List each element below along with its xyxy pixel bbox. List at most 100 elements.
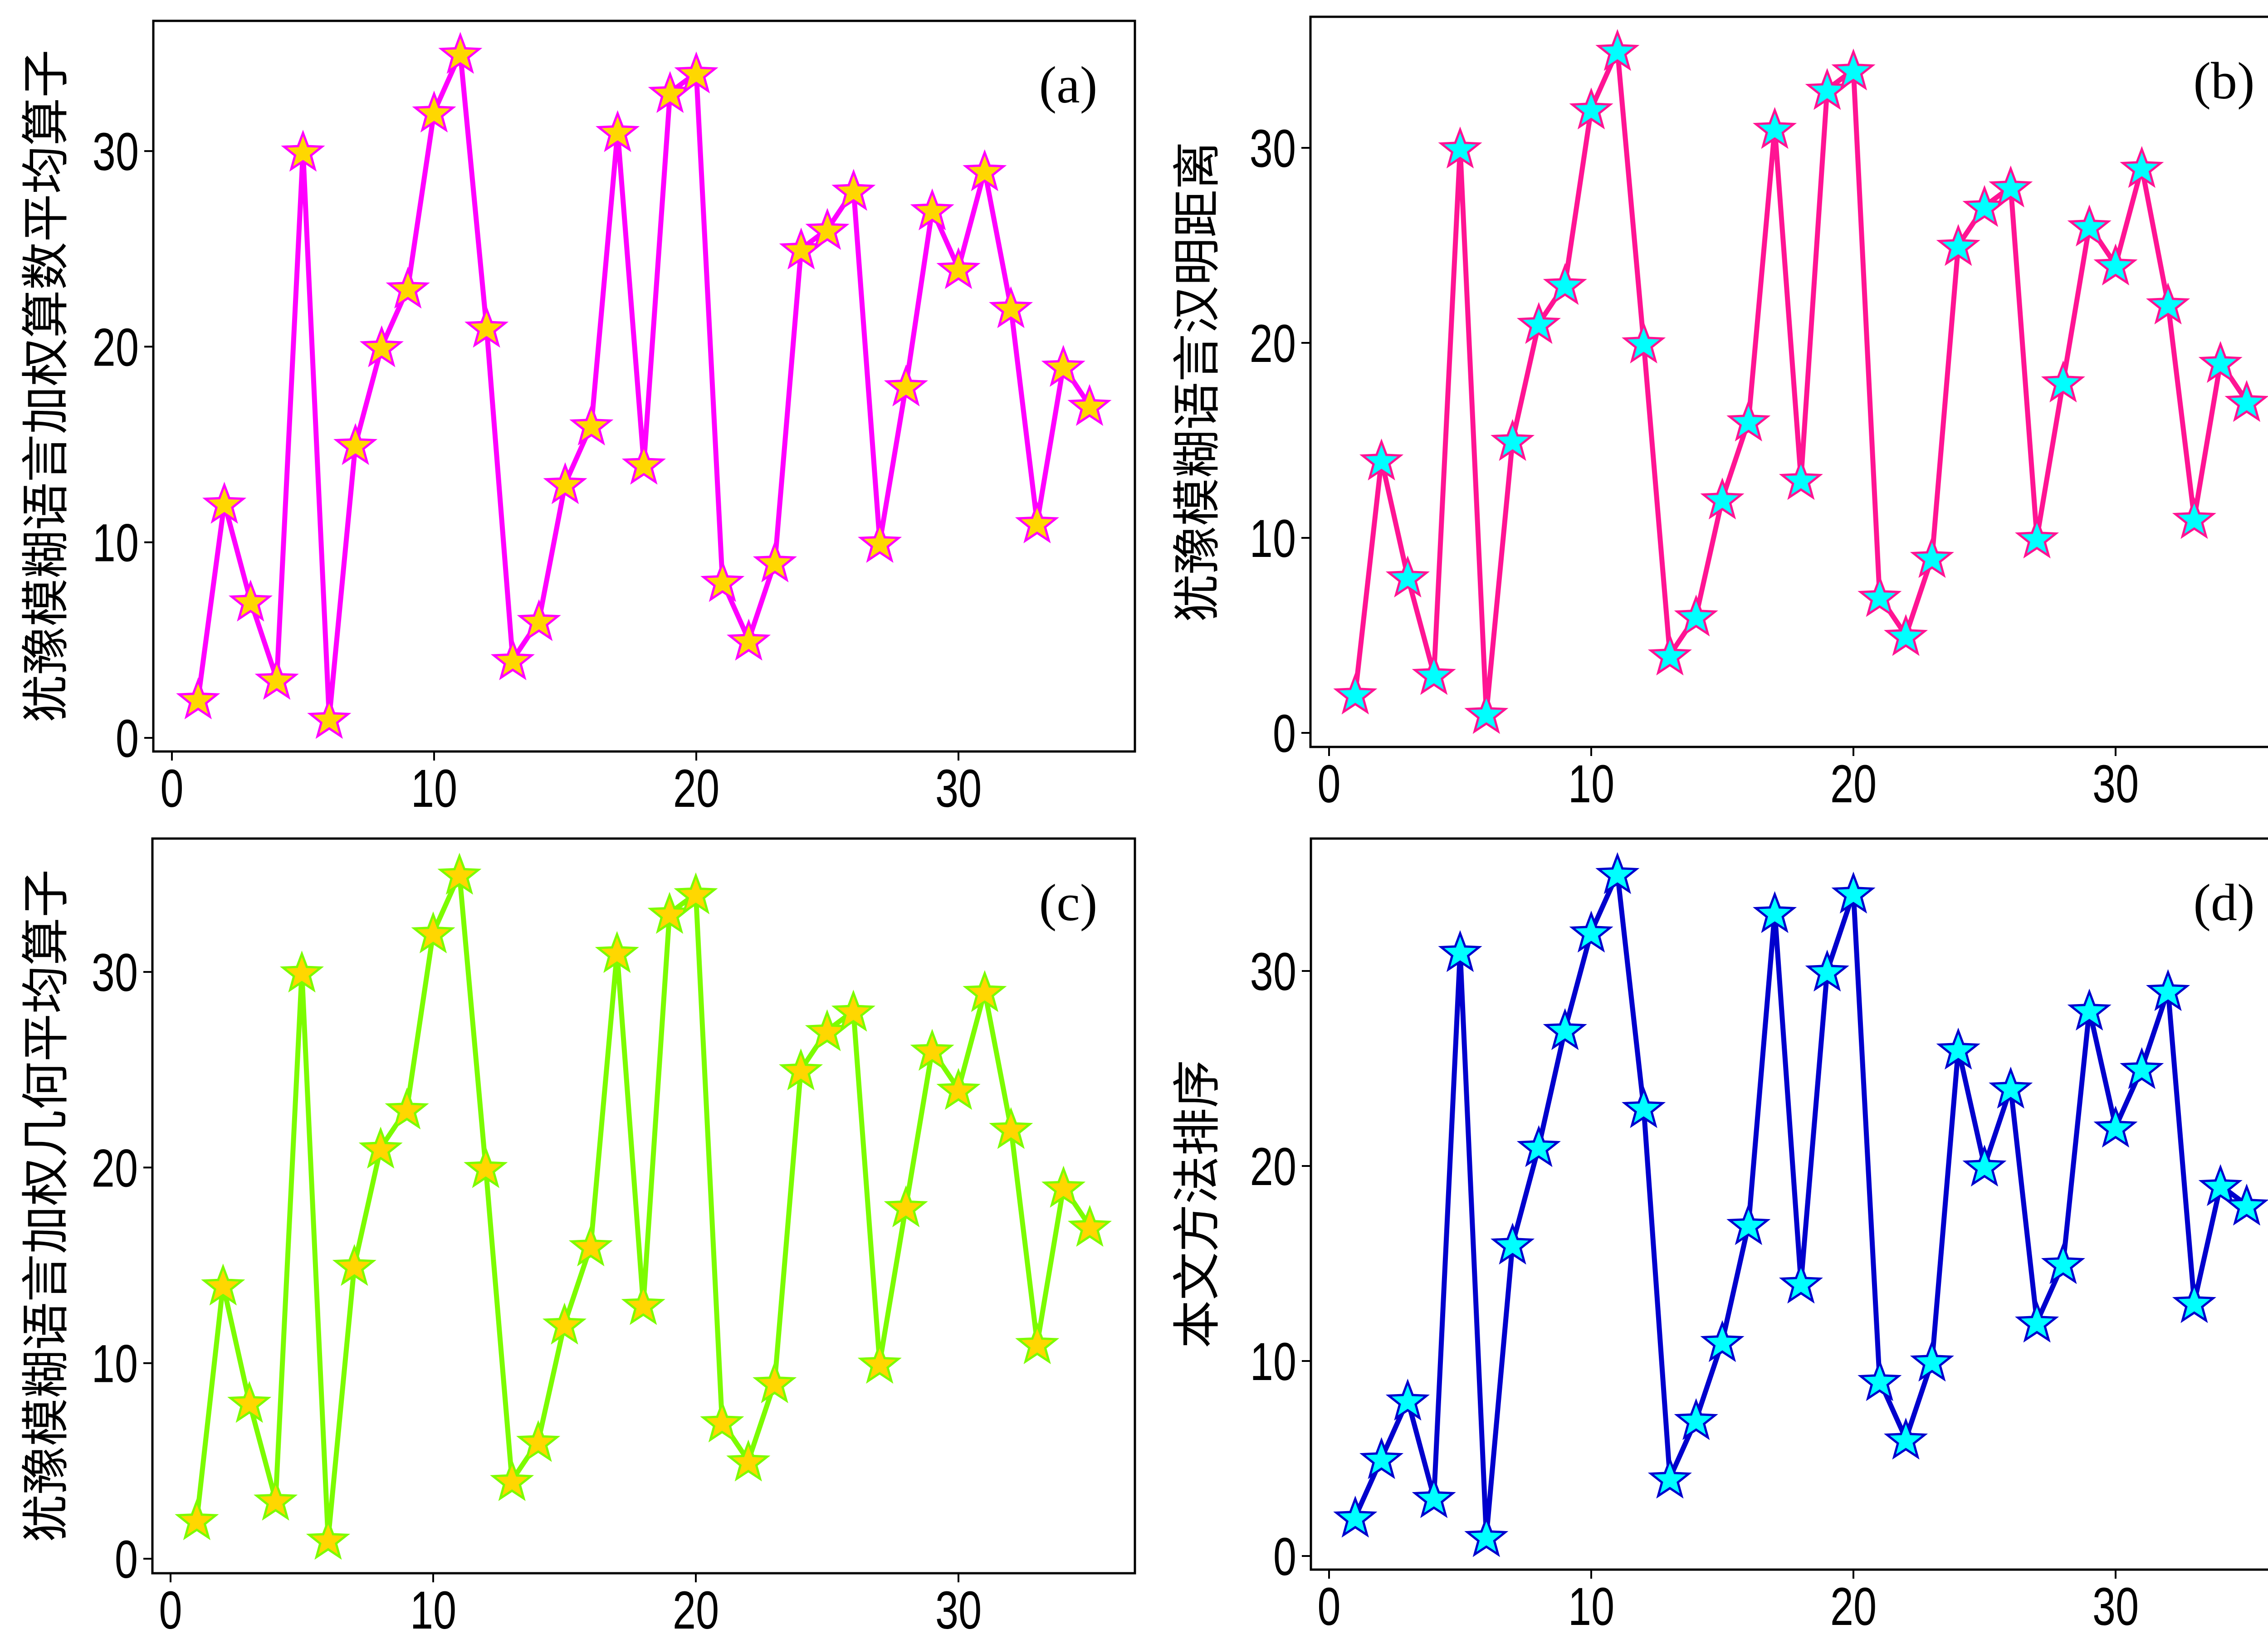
star-marker <box>936 1068 981 1110</box>
y-axis-title-c: 犹豫模糊语言加权几何平均算子 <box>18 869 74 1542</box>
star-marker <box>175 1498 219 1541</box>
star-marker <box>254 1478 298 1521</box>
x-tick-label: 30 <box>935 759 982 819</box>
star-marker <box>1359 438 1404 481</box>
y-axis-title-b: 犹豫模糊语言汉明距离 <box>1169 141 1225 622</box>
panel-tag-c: (c) <box>1039 874 1098 932</box>
star-marker <box>1962 1144 2007 1187</box>
panel-tag-a: (a) <box>1039 56 1098 114</box>
star-marker <box>306 1517 350 1560</box>
star-marker <box>333 423 378 465</box>
star-marker <box>543 462 587 504</box>
star-marker <box>437 853 482 895</box>
y-tick-label: 10 <box>92 1334 138 1394</box>
star-marker <box>2146 969 2190 1011</box>
star-marker <box>910 1029 954 1071</box>
star-marker <box>358 1127 403 1169</box>
star-marker <box>621 1283 665 1325</box>
y-tick-label: 20 <box>1250 1137 1296 1197</box>
star-marker <box>2093 1105 2138 1148</box>
y-tick-label: 20 <box>92 1138 138 1198</box>
x-tick-label: 10 <box>1568 1577 1614 1637</box>
panel-tag-d: (d) <box>2193 874 2254 932</box>
star-marker <box>2093 243 2138 286</box>
star-marker <box>1936 1027 1980 1070</box>
star-marker <box>1015 501 1059 543</box>
y-axis-b: 0 10 20 30 <box>1250 119 1310 764</box>
star-marker <box>1674 594 1718 637</box>
star-marker <box>1857 1359 1902 1401</box>
star-marker <box>1359 1437 1404 1479</box>
y-axis-title-d: 本文方法排序 <box>1169 1060 1225 1348</box>
y-tick-label: 0 <box>116 709 139 769</box>
star-marker <box>1700 1320 1745 1362</box>
x-tick-label: 10 <box>410 1580 456 1639</box>
star-marker <box>1543 263 1587 305</box>
star-marker <box>831 990 875 1032</box>
star-marker <box>963 970 1007 1012</box>
star-marker <box>596 110 640 152</box>
y-tick-label: 10 <box>93 513 139 573</box>
star-marker <box>1464 1515 1509 1557</box>
star-marker <box>2224 1183 2268 1226</box>
x-tick-label: 0 <box>1317 1577 1340 1637</box>
star-marker <box>1543 1008 1587 1050</box>
star-marker <box>438 32 483 74</box>
y-tick-label: 20 <box>93 317 139 377</box>
star-marker <box>176 677 220 720</box>
star-marker <box>858 521 902 563</box>
star-marker <box>1412 653 1456 695</box>
star-marker <box>831 169 876 211</box>
markers-c <box>175 853 1112 1560</box>
star-marker <box>1884 1417 1928 1460</box>
star-marker <box>2120 146 2164 188</box>
star-marker <box>1831 48 1876 91</box>
star-marker <box>1041 1166 1086 1208</box>
star-marker <box>884 364 928 407</box>
star-marker <box>595 931 639 973</box>
star-marker <box>674 872 718 914</box>
star-marker <box>1595 852 1640 894</box>
y-tick-label: 30 <box>1250 942 1296 1002</box>
star-marker <box>2224 380 2268 422</box>
star-marker <box>2172 497 2216 539</box>
star-marker <box>386 266 430 309</box>
star-marker <box>1726 399 1771 442</box>
star-marker <box>1569 910 1613 953</box>
star-marker <box>1333 672 1378 715</box>
x-tick-label: 20 <box>673 1580 719 1639</box>
star-marker <box>753 540 797 583</box>
star-marker <box>2120 1047 2164 1089</box>
star-marker <box>1385 1378 1430 1421</box>
star-marker <box>1622 1086 1666 1128</box>
y-tick-label: 0 <box>1273 704 1296 764</box>
panel-c: 0 10 20 30 0 10 20 30 犹豫模糊语言加权几何平均算子 (c) <box>18 837 1136 1639</box>
star-marker <box>2041 360 2085 403</box>
y-tick-label: 30 <box>92 943 138 1003</box>
star-marker <box>254 658 299 700</box>
markers-b <box>1333 29 2268 734</box>
x-tick-label: 10 <box>1568 754 1614 814</box>
star-marker <box>332 1244 376 1286</box>
star-marker <box>2041 1242 2085 1284</box>
y-tick-label: 0 <box>1273 1527 1296 1587</box>
y-axis-d: 0 10 20 30 <box>1250 942 1311 1587</box>
star-marker <box>1779 1261 1823 1304</box>
star-marker <box>2015 516 2059 559</box>
star-marker <box>1910 536 1954 578</box>
star-marker <box>542 1302 587 1345</box>
y-tick-label: 10 <box>1250 1332 1296 1392</box>
star-marker <box>1910 1339 1954 1382</box>
star-marker <box>228 579 273 622</box>
star-marker <box>1674 1398 1718 1440</box>
star-marker <box>307 697 352 739</box>
y-tick-label: 10 <box>1250 509 1296 569</box>
star-marker <box>1491 1222 1535 1265</box>
star-marker <box>279 950 324 993</box>
star-marker <box>621 443 666 485</box>
axes-frame-c <box>151 837 1136 1575</box>
y-axis-title-a: 犹豫模糊语言加权算数平均算子 <box>18 50 74 723</box>
x-axis-d: 0 10 20 30 <box>1317 1570 2139 1637</box>
star-marker <box>2067 204 2112 247</box>
star-marker <box>202 482 247 524</box>
